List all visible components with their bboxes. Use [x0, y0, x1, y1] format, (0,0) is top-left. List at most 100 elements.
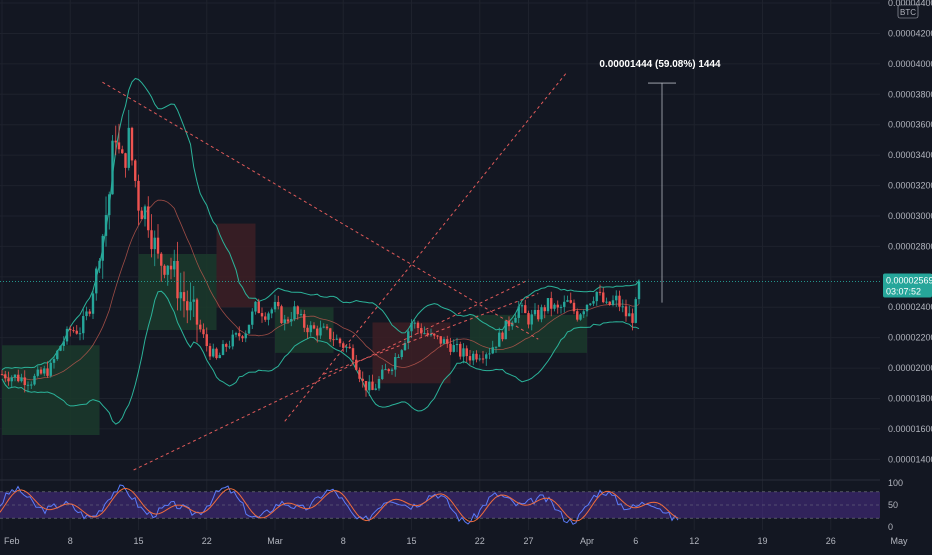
- candle-body: [260, 313, 264, 317]
- candle-body: [485, 354, 488, 359]
- candle-body: [325, 326, 329, 329]
- candle-body: [335, 338, 338, 340]
- candle-body: [312, 325, 316, 329]
- candle-body: [439, 336, 442, 344]
- candle-body: [543, 307, 546, 312]
- candle-body: [153, 237, 156, 250]
- candle-body: [407, 331, 410, 343]
- candle-body: [475, 353, 478, 360]
- candle-body: [108, 194, 111, 216]
- candle-body: [270, 309, 273, 314]
- candle-body: [62, 341, 65, 346]
- candle-body: [462, 348, 465, 357]
- trendlines[interactable]: [102, 71, 568, 471]
- candle-body: [173, 260, 176, 270]
- price-tick-label: 0.00001400: [888, 454, 932, 464]
- candle-body: [364, 380, 368, 391]
- price-tick-label: 0.00003400: [888, 150, 932, 160]
- candle-body: [403, 342, 407, 351]
- date-tick-label: 22: [475, 536, 485, 546]
- candle-body: [75, 330, 78, 334]
- candle-body: [143, 206, 147, 220]
- candle-body: [65, 328, 69, 342]
- candle-body: [43, 368, 46, 374]
- candle-body: [273, 301, 277, 310]
- candle-body: [472, 353, 475, 361]
- candle-body: [241, 336, 244, 339]
- candle-body: [329, 328, 332, 340]
- candle-body: [455, 343, 459, 346]
- candle-body: [296, 306, 299, 315]
- candle-body: [82, 316, 85, 334]
- date-tick-label: 26: [826, 536, 836, 546]
- candle-body: [72, 330, 75, 332]
- current-price-value: 0.00002569: [886, 276, 932, 286]
- candle-body: [520, 305, 524, 307]
- candle-body: [267, 313, 270, 320]
- date-tick-label: 19: [757, 536, 767, 546]
- candle-body: [488, 353, 491, 355]
- candle-body: [628, 313, 631, 317]
- candle-body: [160, 253, 163, 266]
- candle-body: [189, 301, 192, 311]
- candle-body: [140, 210, 143, 220]
- candle-body: [608, 301, 611, 305]
- candle-body: [569, 300, 572, 303]
- candle-body: [23, 377, 26, 386]
- candle-body: [579, 314, 582, 320]
- date-tick-label: 6: [633, 536, 638, 546]
- candle-body: [52, 359, 56, 363]
- candle-body: [410, 323, 413, 332]
- rsi-tick-label: 100: [888, 478, 903, 488]
- candle-body: [192, 299, 195, 302]
- candle-body: [442, 339, 446, 344]
- candle-body: [303, 314, 306, 328]
- candle-body: [387, 369, 390, 372]
- unit-badge[interactable]: BTC: [897, 4, 919, 19]
- candle-body: [7, 378, 10, 382]
- trendline-descending-resistance: [102, 81, 539, 340]
- candle-body: [166, 265, 169, 275]
- price-tick-label: 0.00003000: [888, 211, 932, 221]
- candle-body: [592, 301, 595, 304]
- candle-body: [33, 375, 36, 385]
- candle-body: [163, 265, 166, 275]
- candle-body: [69, 328, 72, 331]
- measure-tool[interactable]: 0.00001444 (59.08%) 1444: [599, 59, 721, 303]
- trendline-ascending-support-low: [323, 293, 539, 375]
- candle-body: [338, 338, 342, 344]
- candle-body: [212, 348, 215, 357]
- candle-body: [127, 127, 130, 168]
- candles: [0, 109, 641, 397]
- date-tick-label: 27: [523, 536, 533, 546]
- candle-body: [182, 292, 186, 302]
- candle-body: [121, 149, 124, 154]
- candle-body: [491, 347, 494, 354]
- price-tick-label: 0.00001600: [888, 424, 932, 434]
- candle-body: [39, 369, 43, 374]
- time-axis[interactable]: Feb 8 15 22 Mar 8 15 22 27 Apr 6 12 19 26 May: [4, 536, 908, 546]
- price-tick-label: 0.00001800: [888, 394, 932, 404]
- candle-body: [101, 235, 104, 261]
- candle-body: [468, 356, 472, 361]
- price-tick-label: 0.00002800: [888, 241, 932, 251]
- candle-body: [49, 362, 52, 376]
- candle-body: [426, 333, 429, 336]
- candle-body: [13, 374, 17, 378]
- candle-body: [30, 384, 33, 386]
- bb-lower: [1, 290, 640, 425]
- candle-body: [553, 304, 556, 309]
- candle-body: [605, 301, 608, 303]
- candle-body: [4, 374, 7, 379]
- candle-body: [95, 268, 98, 294]
- candle-body: [598, 291, 602, 293]
- candle-body: [124, 153, 127, 168]
- candle-body: [481, 358, 485, 360]
- date-tick-label: 15: [133, 536, 143, 546]
- candle-body: [299, 314, 303, 316]
- stoch-k-line: [0, 484, 679, 525]
- candle-body: [202, 329, 205, 335]
- candle-body: [221, 344, 225, 356]
